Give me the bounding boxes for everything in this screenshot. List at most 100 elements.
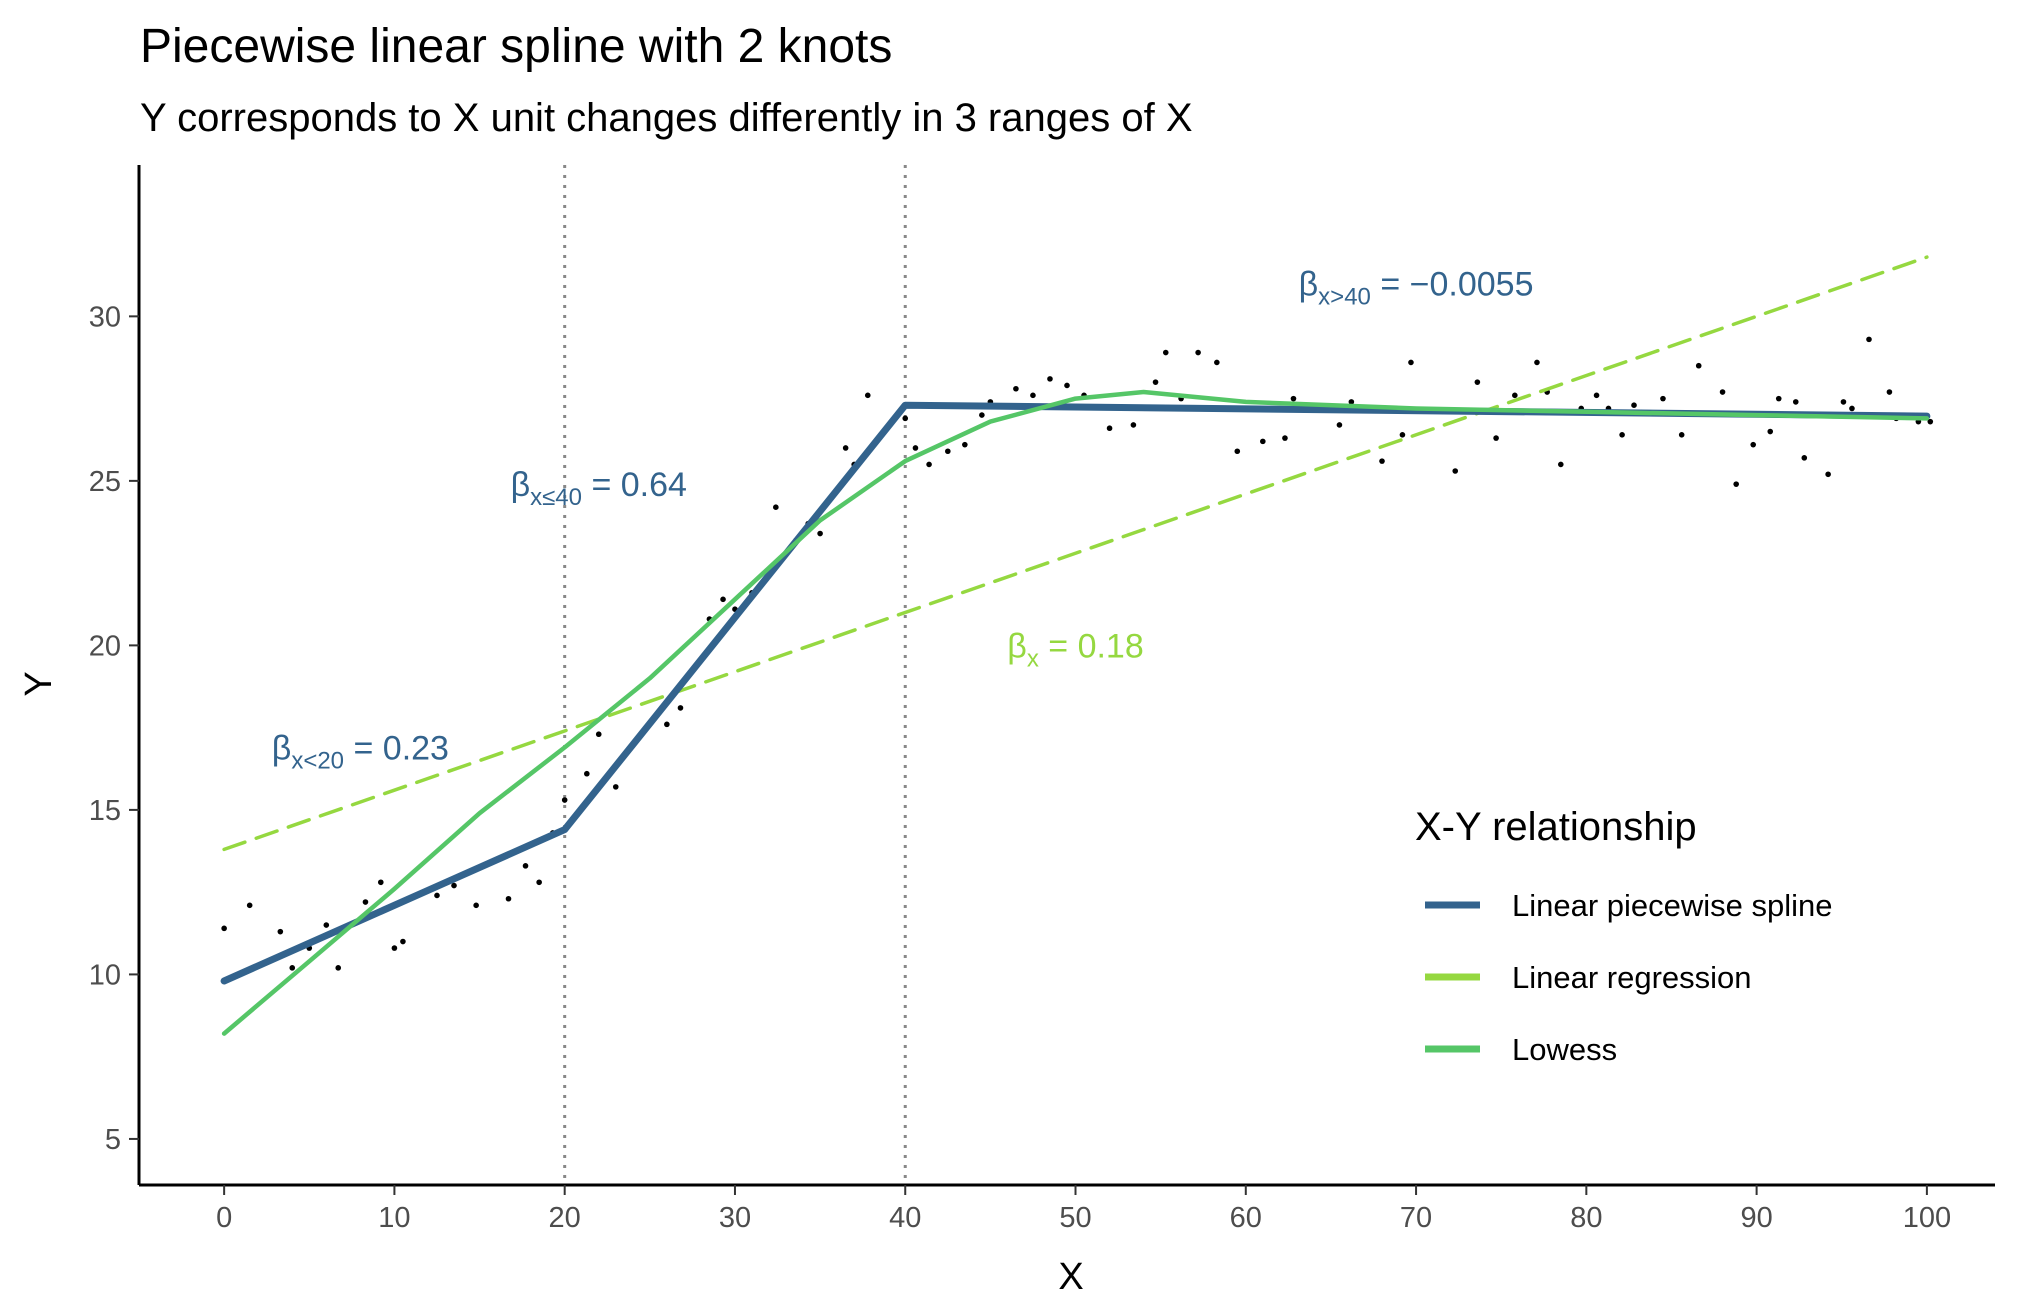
data-point: [902, 415, 909, 422]
data-point: [584, 770, 590, 777]
y-tick-label: 10: [89, 959, 121, 991]
data-point: [1234, 448, 1241, 455]
data-point: [1195, 349, 1201, 356]
data-point: [434, 892, 440, 899]
data-point: [1775, 395, 1782, 402]
legend-label: Linear piecewise spline: [1512, 888, 1833, 923]
data-point: [246, 902, 253, 909]
coefficient-symbol: β: [272, 729, 292, 767]
data-point: [1557, 461, 1564, 468]
data-point: [1152, 379, 1159, 385]
data-point: [1474, 379, 1481, 385]
data-point: [817, 530, 823, 537]
coefficient-symbol: β: [511, 466, 531, 504]
data-point: [400, 938, 406, 945]
data-point: [1619, 432, 1625, 438]
y-axis-ticks: 5 10 15 20 25 30: [89, 301, 139, 1156]
data-point: [221, 925, 227, 932]
data-point: [962, 441, 968, 448]
data-point: [1660, 395, 1666, 402]
data-point: [979, 412, 985, 418]
data-point: [612, 784, 619, 790]
data-point: [773, 504, 779, 510]
data-point: [1348, 399, 1355, 405]
data-point: [926, 461, 932, 468]
x-tick-label: 100: [1903, 1202, 1951, 1234]
data-point: [1767, 428, 1774, 435]
coefficient-value: = −0.0055: [1371, 265, 1534, 303]
data-point: [1534, 359, 1540, 366]
chart-title: Piecewise linear spline with 2 knots: [140, 20, 892, 73]
series-lines: [220, 255, 1931, 1036]
chart-subtitle: Y corresponds to X unit changes differen…: [140, 96, 1193, 140]
data-point: [362, 899, 369, 905]
coefficient-value: = 0.64: [582, 466, 687, 504]
data-point: [1719, 389, 1726, 395]
coefficient-symbol: β: [1007, 627, 1027, 665]
data-point: [1593, 392, 1600, 399]
coefficient-label: βx≤40 = 0.64: [511, 466, 687, 511]
coefficient-subscript: x≤40: [530, 484, 582, 511]
y-tick-label: 25: [89, 466, 121, 498]
data-point: [1493, 435, 1499, 441]
x-axis-ticks: 0 10 20 30 40 50 60 70 80 90 100: [216, 1185, 1951, 1234]
data-point: [677, 705, 684, 711]
data-point: [664, 721, 670, 728]
data-point: [1336, 422, 1343, 428]
y-tick-label: 20: [89, 630, 121, 662]
x-tick-label: 90: [1740, 1202, 1772, 1234]
data-point: [1282, 435, 1288, 441]
data-point: [561, 797, 568, 803]
data-point: [335, 965, 342, 971]
data-point: [1695, 362, 1702, 369]
x-tick-label: 50: [1059, 1202, 1091, 1234]
data-point: [1030, 392, 1036, 399]
knot-lines: [563, 165, 907, 1185]
x-tick-label: 0: [216, 1202, 232, 1234]
coefficient-label: βx>40 = −0.0055: [1299, 265, 1534, 310]
data-point: [536, 879, 542, 886]
data-point: [1130, 422, 1137, 428]
x-tick-label: 30: [719, 1202, 751, 1234]
data-point: [1801, 455, 1808, 461]
data-point: [1512, 392, 1518, 399]
y-axis-title: Y: [18, 671, 60, 696]
legend: X-Y relationship Linear piecewise spline…: [1415, 805, 1833, 1067]
data-point: [1452, 468, 1459, 474]
data-point: [1866, 336, 1872, 343]
data-point: [1379, 458, 1385, 464]
y-tick-label: 5: [105, 1124, 121, 1156]
coefficient-label: βx = 0.18: [1007, 627, 1143, 672]
data-point: [1849, 405, 1855, 412]
data-point: [1678, 432, 1685, 438]
coefficient-label: βx<20 = 0.23: [272, 729, 449, 774]
x-tick-label: 80: [1570, 1202, 1602, 1234]
data-point: [1886, 389, 1893, 395]
x-tick-label: 70: [1400, 1202, 1432, 1234]
data-point: [1260, 438, 1266, 445]
data-point: [1408, 359, 1414, 366]
data-point: [1013, 385, 1019, 392]
data-point: [1733, 481, 1739, 487]
data-point: [377, 879, 384, 886]
data-point: [505, 895, 512, 902]
series-line-linear-regression: [222, 255, 1929, 852]
axes: 0 10 20 30 40 50 60 70 80 90 100 5 10 15 20 25 30: [89, 165, 1995, 1234]
data-point: [323, 922, 330, 928]
data-point: [391, 945, 398, 951]
data-point: [1750, 441, 1757, 448]
data-point: [522, 863, 529, 869]
x-tick-label: 20: [549, 1202, 581, 1234]
legend-title: X-Y relationship: [1415, 805, 1697, 849]
coefficient-value: = 0.18: [1039, 627, 1144, 665]
coefficient-subscript: x<20: [291, 747, 344, 774]
data-point: [912, 445, 919, 451]
data-point: [595, 731, 602, 738]
data-point: [289, 965, 296, 971]
x-tick-label: 10: [378, 1202, 410, 1234]
data-point: [1840, 399, 1847, 405]
data-point: [1047, 376, 1053, 382]
data-point: [720, 596, 726, 603]
data-point: [842, 445, 849, 451]
